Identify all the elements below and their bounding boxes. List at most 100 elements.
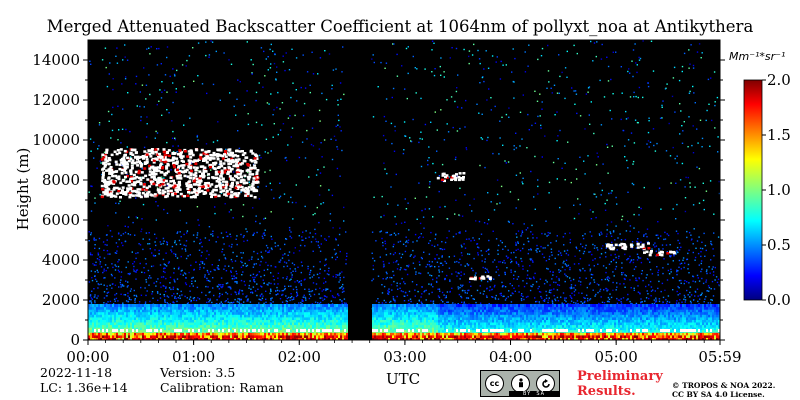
boundary-layer-cell bbox=[200, 311, 202, 315]
noise-pixel bbox=[438, 190, 440, 193]
noise-pixel bbox=[443, 76, 445, 78]
noise-pixel bbox=[685, 176, 687, 179]
noise-pixel bbox=[709, 145, 711, 147]
aerosol-pixel bbox=[99, 256, 101, 258]
boundary-layer-cell bbox=[162, 327, 164, 331]
aerosol-pixel bbox=[651, 303, 653, 305]
noise-pixel bbox=[664, 88, 667, 90]
aerosol-pixel bbox=[667, 269, 670, 272]
boundary-layer-cell bbox=[224, 329, 226, 333]
boundary-layer-cell bbox=[180, 311, 182, 315]
aerosol-pixel bbox=[298, 281, 300, 284]
aerosol-pixel bbox=[644, 300, 646, 302]
aerosol-pixel bbox=[636, 240, 638, 243]
aerosol-pixel bbox=[675, 253, 677, 255]
noise-pixel bbox=[148, 47, 150, 49]
aerosol-pixel bbox=[117, 233, 120, 235]
aerosol-pixel bbox=[159, 241, 161, 243]
aerosol-pixel bbox=[566, 276, 569, 278]
aerosol-pixel bbox=[105, 302, 107, 305]
aerosol-pixel bbox=[699, 298, 701, 300]
boundary-layer-cell bbox=[122, 334, 124, 338]
aerosol-pixel bbox=[690, 294, 693, 296]
noise-pixel bbox=[521, 181, 523, 183]
aerosol-pixel bbox=[583, 301, 586, 304]
boundary-layer-cell bbox=[170, 309, 172, 313]
boundary-layer-cell bbox=[170, 314, 172, 318]
aerosol-pixel bbox=[464, 247, 467, 249]
aerosol-pixel bbox=[201, 251, 203, 253]
noise-pixel bbox=[714, 101, 716, 103]
noise-pixel bbox=[265, 261, 267, 264]
noise-pixel bbox=[373, 196, 375, 198]
boundary-layer-cell bbox=[128, 311, 130, 315]
aerosol-pixel bbox=[427, 272, 429, 274]
aerosol-pixel bbox=[423, 291, 425, 293]
noise-pixel bbox=[177, 145, 179, 147]
aerosol-pixel bbox=[558, 284, 561, 286]
aerosol-pixel bbox=[256, 294, 258, 297]
boundary-layer-cell bbox=[222, 322, 224, 326]
saturated-pixel bbox=[234, 329, 236, 332]
aerosol-pixel bbox=[171, 295, 173, 297]
noise-pixel bbox=[631, 247, 633, 250]
aerosol-pixel bbox=[127, 301, 129, 303]
noise-pixel bbox=[505, 113, 508, 116]
boundary-layer-cell bbox=[138, 304, 140, 308]
noise-pixel bbox=[324, 50, 326, 52]
boundary-layer-cell bbox=[240, 309, 242, 313]
noise-pixel bbox=[496, 56, 498, 58]
noise-pixel bbox=[218, 163, 220, 166]
boundary-layer-cell bbox=[124, 319, 126, 323]
aerosol-pixel bbox=[106, 292, 109, 294]
aerosol-pixel bbox=[409, 255, 411, 257]
boundary-layer-cell bbox=[186, 329, 188, 333]
aerosol-pixel bbox=[519, 250, 522, 252]
boundary-layer-cell bbox=[176, 304, 178, 308]
aerosol-pixel bbox=[334, 296, 336, 299]
noise-pixel bbox=[186, 230, 189, 232]
aerosol-pixel bbox=[573, 290, 576, 293]
aerosol-pixel bbox=[678, 279, 681, 282]
aerosol-pixel bbox=[579, 277, 581, 279]
boundary-layer-cell bbox=[174, 311, 176, 315]
aerosol-pixel bbox=[468, 253, 471, 255]
noise-pixel bbox=[166, 46, 169, 48]
aerosol-pixel bbox=[697, 295, 699, 297]
boundary-layer-cell bbox=[136, 324, 138, 328]
boundary-layer-cell bbox=[148, 334, 150, 338]
boundary-layer-cell bbox=[178, 304, 180, 308]
aerosol-pixel bbox=[90, 232, 92, 234]
noise-pixel bbox=[601, 43, 603, 46]
aerosol-pixel bbox=[141, 271, 143, 273]
noise-pixel bbox=[233, 105, 235, 108]
boundary-layer-cell bbox=[204, 316, 206, 320]
boundary-layer-cell bbox=[140, 304, 142, 308]
aerosol-pixel bbox=[307, 268, 309, 270]
noise-pixel bbox=[469, 204, 471, 206]
aerosol-pixel bbox=[665, 244, 668, 246]
aerosol-pixel bbox=[183, 244, 185, 246]
aerosol-pixel bbox=[339, 277, 341, 279]
aerosol-pixel bbox=[93, 288, 95, 290]
noise-pixel bbox=[595, 216, 597, 219]
noise-pixel bbox=[415, 92, 417, 94]
boundary-layer-cell bbox=[204, 304, 206, 308]
boundary-layer-cell bbox=[134, 309, 136, 313]
boundary-layer-cell bbox=[132, 332, 134, 336]
aerosol-pixel bbox=[381, 302, 384, 304]
aerosol-pixel bbox=[309, 271, 311, 274]
aerosol-pixel bbox=[227, 235, 229, 237]
aerosol-pixel bbox=[230, 270, 232, 272]
boundary-layer-cell bbox=[246, 322, 248, 326]
boundary-layer-cell bbox=[140, 337, 142, 340]
boundary-layer-cell bbox=[122, 319, 124, 323]
aerosol-pixel bbox=[530, 278, 532, 280]
aerosol-pixel bbox=[282, 293, 284, 296]
noise-pixel bbox=[342, 46, 344, 48]
noise-pixel bbox=[627, 191, 629, 193]
boundary-layer-cell bbox=[92, 306, 94, 310]
noise-pixel bbox=[597, 291, 599, 294]
boundary-layer-cell bbox=[154, 324, 156, 328]
boundary-layer-cell bbox=[190, 316, 192, 320]
